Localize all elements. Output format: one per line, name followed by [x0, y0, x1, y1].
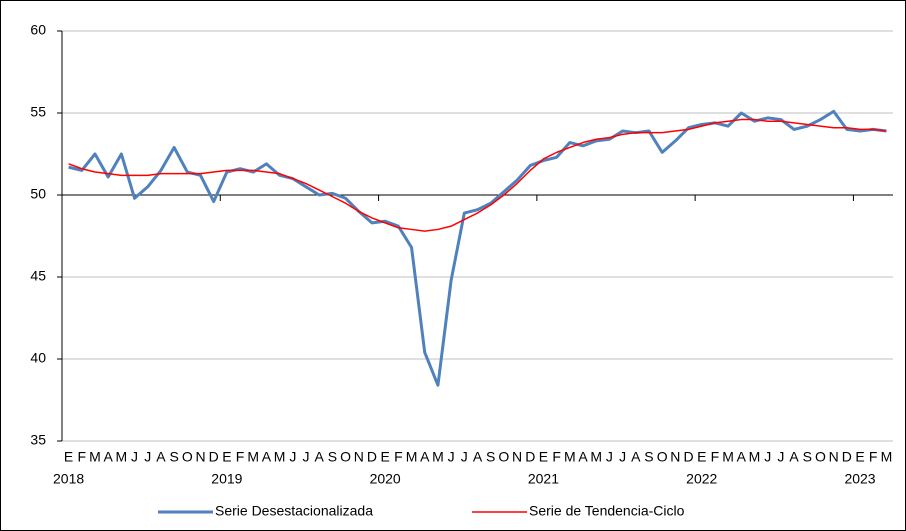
x-tick-label: E: [64, 449, 73, 465]
x-tick-label: J: [619, 449, 626, 465]
x-tick-label: N: [354, 449, 364, 465]
x-tick-label: A: [156, 449, 166, 465]
x-tick-label: N: [195, 449, 205, 465]
legend-label: Serie de Tendencia-Ciclo: [529, 503, 685, 519]
y-tick-label: 40: [30, 350, 46, 366]
x-tick-label: A: [262, 449, 272, 465]
x-tick-label: J: [289, 449, 296, 465]
x-tick-label: E: [380, 449, 389, 465]
y-tick-label: 45: [30, 268, 46, 284]
year-label: 2019: [211, 471, 242, 487]
x-tick-label: D: [209, 449, 219, 465]
x-tick-label: A: [103, 449, 113, 465]
x-tick-label: A: [315, 449, 325, 465]
x-tick-label: J: [606, 449, 613, 465]
x-tick-label: N: [829, 449, 839, 465]
x-tick-label: A: [578, 449, 588, 465]
x-tick-label: S: [169, 449, 178, 465]
x-tick-label: F: [78, 449, 87, 465]
x-tick-label: O: [815, 449, 826, 465]
x-tick-label: J: [461, 449, 468, 465]
x-tick-label: J: [764, 449, 771, 465]
x-tick-label: F: [394, 449, 403, 465]
x-tick-label: E: [855, 449, 864, 465]
x-tick-label: F: [552, 449, 561, 465]
year-label: 2023: [844, 471, 875, 487]
x-tick-label: M: [590, 449, 602, 465]
x-tick-label: A: [420, 449, 430, 465]
x-tick-label: D: [367, 449, 377, 465]
y-tick-label: 35: [30, 432, 46, 448]
y-tick-label: 55: [30, 104, 46, 120]
series-line: [68, 109, 887, 387]
x-tick-label: S: [328, 449, 337, 465]
series-line: [68, 118, 887, 232]
y-tick-label: 60: [30, 22, 46, 38]
year-label: 2020: [370, 471, 401, 487]
x-tick-label: F: [869, 449, 878, 465]
x-tick-label: J: [448, 449, 455, 465]
x-tick-label: E: [222, 449, 231, 465]
x-tick-label: O: [498, 449, 509, 465]
x-tick-label: O: [340, 449, 351, 465]
x-tick-label: A: [473, 449, 483, 465]
x-tick-label: J: [303, 449, 310, 465]
x-tick-label: E: [539, 449, 548, 465]
x-tick-label: N: [670, 449, 680, 465]
x-tick-label: S: [486, 449, 495, 465]
x-tick-label: O: [657, 449, 668, 465]
x-tick-label: N: [512, 449, 522, 465]
x-tick-label: M: [749, 449, 761, 465]
x-tick-label: M: [722, 449, 734, 465]
x-tick-label: S: [644, 449, 653, 465]
x-tick-label: J: [144, 449, 151, 465]
x-tick-label: F: [236, 449, 245, 465]
y-tick-label: 50: [30, 186, 46, 202]
x-tick-label: D: [525, 449, 535, 465]
x-tick-label: J: [777, 449, 784, 465]
x-tick-label: D: [683, 449, 693, 465]
legend-label: Serie Desestacionalizada: [215, 503, 373, 519]
x-tick-label: S: [803, 449, 812, 465]
x-tick-label: F: [711, 449, 720, 465]
x-tick-label: J: [131, 449, 138, 465]
year-label: 2022: [686, 471, 717, 487]
x-tick-label: M: [881, 449, 893, 465]
x-tick-label: A: [631, 449, 641, 465]
x-tick-label: E: [697, 449, 706, 465]
x-tick-label: M: [247, 449, 259, 465]
x-tick-label: A: [789, 449, 799, 465]
year-label: 2018: [53, 471, 84, 487]
x-tick-label: M: [432, 449, 444, 465]
x-tick-label: O: [182, 449, 193, 465]
x-tick-label: A: [737, 449, 747, 465]
x-tick-label: M: [406, 449, 418, 465]
x-tick-label: M: [89, 449, 101, 465]
year-label: 2021: [528, 471, 559, 487]
x-tick-label: D: [842, 449, 852, 465]
x-tick-label: M: [116, 449, 128, 465]
x-tick-label: M: [564, 449, 576, 465]
x-tick-label: M: [274, 449, 286, 465]
